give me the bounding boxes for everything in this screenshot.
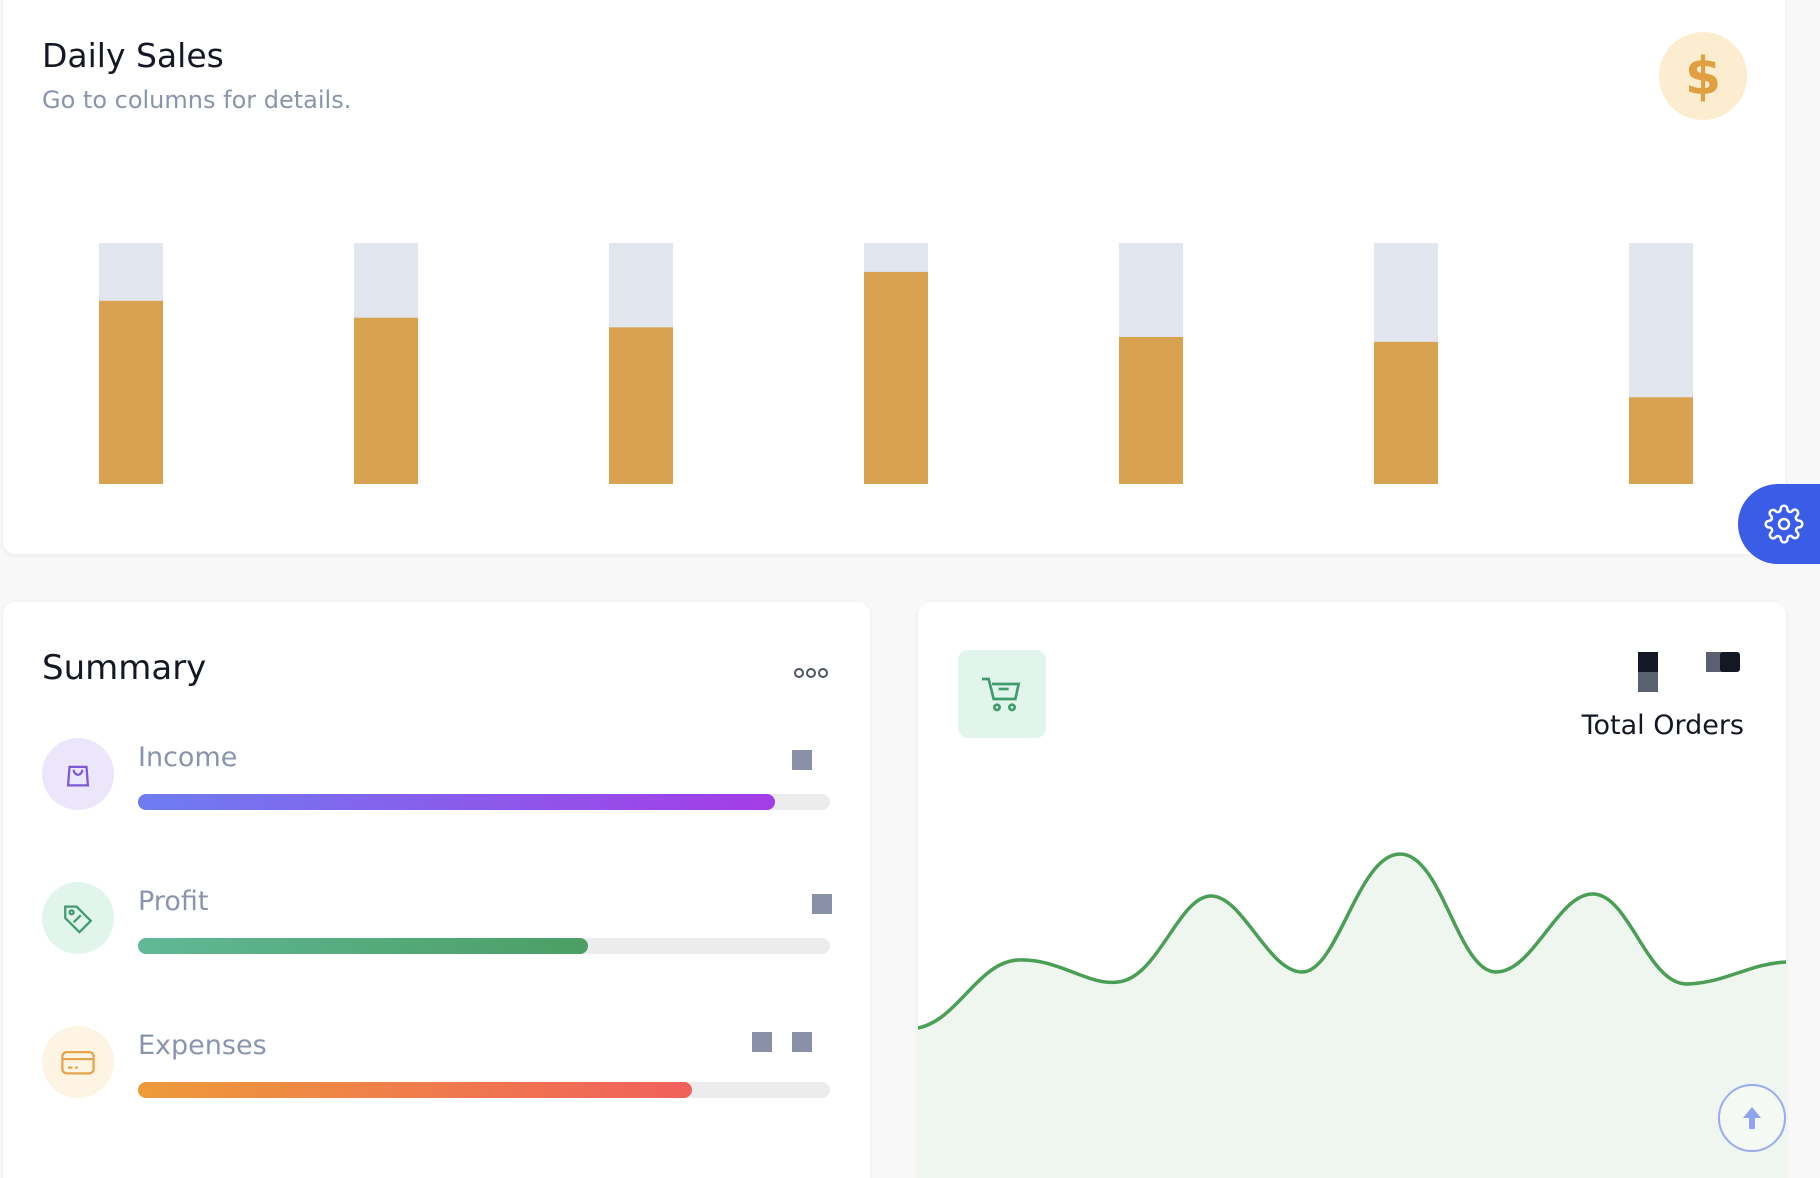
progress-fill (138, 794, 775, 810)
total-orders-line-chart (918, 852, 1786, 1178)
scroll-top-button[interactable] (1718, 1084, 1786, 1152)
ellipsis-icon[interactable] (793, 666, 829, 680)
bar[interactable] (864, 271, 928, 484)
daily-sales-title: Daily Sales (42, 36, 224, 75)
status-marker (752, 1032, 772, 1052)
bar[interactable] (1629, 397, 1693, 484)
bar[interactable] (99, 300, 163, 484)
summary-title: Summary (42, 648, 207, 688)
credit-card-icon (42, 1026, 114, 1098)
total-orders-label: Total Orders (1581, 710, 1744, 741)
summary-item-income: Income (42, 738, 842, 818)
daily-sales-subtitle: Go to columns for details. (42, 86, 352, 114)
orders-area (918, 854, 1786, 1178)
gear-icon (1764, 504, 1804, 544)
bar[interactable] (1374, 341, 1438, 484)
progress-track (138, 794, 830, 810)
tag-icon (42, 882, 114, 954)
arrow-up-icon (1743, 1107, 1761, 1129)
daily-sales-card: Daily Sales Go to columns for details. $ (3, 0, 1785, 554)
bar[interactable] (354, 317, 418, 484)
shopping-cart-icon (958, 650, 1046, 738)
total-orders-card: Total Orders (918, 602, 1786, 1178)
summary-item-profit: Profit (42, 882, 842, 962)
settings-button[interactable] (1738, 484, 1820, 564)
svg-text:$: $ (1685, 48, 1721, 104)
status-marker (792, 1032, 812, 1052)
progress-track (138, 938, 830, 954)
summary-item-label: Profit (138, 886, 209, 917)
orders-indicator-icon (1638, 652, 1740, 692)
summary-card: Summary Income Profit (3, 602, 870, 1178)
shopping-bag-icon (42, 738, 114, 810)
progress-track (138, 1082, 830, 1098)
status-marker (812, 894, 832, 914)
progress-fill (138, 1082, 692, 1098)
dollar-icon: $ (1659, 32, 1747, 120)
orders-line (918, 852, 1786, 1030)
bar[interactable] (1119, 336, 1183, 484)
summary-item-expenses: Expenses (42, 1026, 842, 1106)
status-marker (792, 750, 812, 770)
progress-fill (138, 938, 588, 954)
summary-item-label: Expenses (138, 1030, 267, 1061)
summary-item-label: Income (138, 742, 238, 773)
bar[interactable] (609, 327, 673, 484)
daily-sales-bar-chart (99, 243, 1693, 484)
